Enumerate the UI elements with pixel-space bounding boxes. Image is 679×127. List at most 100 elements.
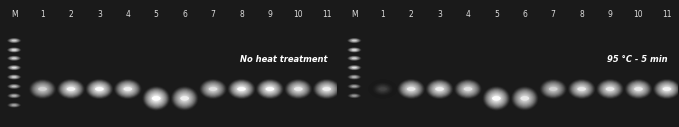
Ellipse shape xyxy=(11,76,18,78)
Ellipse shape xyxy=(88,80,111,98)
Ellipse shape xyxy=(200,80,225,98)
Ellipse shape xyxy=(293,86,304,92)
Ellipse shape xyxy=(350,66,359,69)
Ellipse shape xyxy=(205,83,221,95)
Ellipse shape xyxy=(465,87,471,91)
Ellipse shape xyxy=(261,83,279,95)
Ellipse shape xyxy=(177,91,193,105)
Ellipse shape xyxy=(378,86,388,92)
Ellipse shape xyxy=(606,86,614,92)
Ellipse shape xyxy=(397,79,425,99)
Ellipse shape xyxy=(601,82,619,96)
Ellipse shape xyxy=(492,95,501,102)
Ellipse shape xyxy=(65,85,77,93)
Ellipse shape xyxy=(578,87,585,91)
Ellipse shape xyxy=(180,95,189,102)
Ellipse shape xyxy=(10,103,19,107)
Ellipse shape xyxy=(263,84,277,94)
Ellipse shape xyxy=(7,84,22,89)
Ellipse shape xyxy=(430,82,449,96)
Ellipse shape xyxy=(65,84,77,93)
Ellipse shape xyxy=(350,57,359,60)
Ellipse shape xyxy=(378,86,387,92)
Ellipse shape xyxy=(429,81,450,97)
Ellipse shape xyxy=(407,87,415,91)
Ellipse shape xyxy=(371,82,394,96)
Ellipse shape xyxy=(633,85,644,93)
Ellipse shape xyxy=(314,80,339,98)
Ellipse shape xyxy=(181,95,189,101)
Ellipse shape xyxy=(350,85,358,88)
Text: 4: 4 xyxy=(126,10,130,19)
Ellipse shape xyxy=(349,48,360,52)
Ellipse shape xyxy=(115,80,140,98)
Ellipse shape xyxy=(635,87,642,91)
Ellipse shape xyxy=(350,57,359,60)
Ellipse shape xyxy=(349,48,359,52)
Ellipse shape xyxy=(58,79,84,99)
Ellipse shape xyxy=(428,81,451,97)
Ellipse shape xyxy=(59,81,83,98)
Ellipse shape xyxy=(350,49,358,51)
Text: 8: 8 xyxy=(239,10,244,19)
Ellipse shape xyxy=(121,84,135,94)
Ellipse shape xyxy=(541,80,566,98)
Ellipse shape xyxy=(145,88,168,108)
Ellipse shape xyxy=(291,83,306,95)
Ellipse shape xyxy=(606,86,614,92)
Ellipse shape xyxy=(352,67,356,68)
Ellipse shape xyxy=(237,87,246,91)
Ellipse shape xyxy=(574,83,590,95)
Ellipse shape xyxy=(12,86,16,87)
Ellipse shape xyxy=(631,84,645,94)
Ellipse shape xyxy=(291,84,305,94)
Ellipse shape xyxy=(90,82,109,96)
Ellipse shape xyxy=(89,81,110,97)
Ellipse shape xyxy=(9,84,19,88)
Ellipse shape xyxy=(205,83,221,95)
Ellipse shape xyxy=(512,87,538,110)
Ellipse shape xyxy=(206,84,221,94)
Ellipse shape xyxy=(10,94,18,97)
Ellipse shape xyxy=(88,81,111,97)
Ellipse shape xyxy=(8,48,20,52)
Ellipse shape xyxy=(350,66,359,69)
Ellipse shape xyxy=(542,81,564,97)
Ellipse shape xyxy=(602,84,618,94)
Ellipse shape xyxy=(634,87,643,91)
Ellipse shape xyxy=(12,58,16,59)
Ellipse shape xyxy=(91,83,107,95)
Ellipse shape xyxy=(37,86,48,92)
Ellipse shape xyxy=(256,79,284,99)
Ellipse shape xyxy=(606,87,614,91)
Ellipse shape xyxy=(208,86,218,92)
Ellipse shape xyxy=(511,86,538,110)
Ellipse shape xyxy=(549,87,557,91)
Ellipse shape xyxy=(348,84,361,89)
Ellipse shape xyxy=(349,94,359,98)
Ellipse shape xyxy=(599,81,621,97)
Ellipse shape xyxy=(9,103,20,107)
Ellipse shape xyxy=(432,83,447,95)
Ellipse shape xyxy=(289,82,308,96)
Ellipse shape xyxy=(492,95,500,102)
Ellipse shape xyxy=(7,102,21,108)
Ellipse shape xyxy=(89,82,110,96)
Ellipse shape xyxy=(231,82,252,96)
Ellipse shape xyxy=(202,81,225,98)
Ellipse shape xyxy=(351,39,357,42)
Ellipse shape xyxy=(458,82,478,96)
Ellipse shape xyxy=(147,91,165,106)
Ellipse shape xyxy=(12,67,17,69)
Ellipse shape xyxy=(153,96,160,101)
Ellipse shape xyxy=(259,82,280,96)
Ellipse shape xyxy=(519,94,530,103)
Ellipse shape xyxy=(572,82,591,96)
Ellipse shape xyxy=(348,38,360,43)
Ellipse shape xyxy=(577,86,587,92)
Ellipse shape xyxy=(12,49,16,51)
Ellipse shape xyxy=(145,89,167,108)
Ellipse shape xyxy=(399,80,424,98)
Ellipse shape xyxy=(236,85,248,93)
Ellipse shape xyxy=(603,84,617,94)
